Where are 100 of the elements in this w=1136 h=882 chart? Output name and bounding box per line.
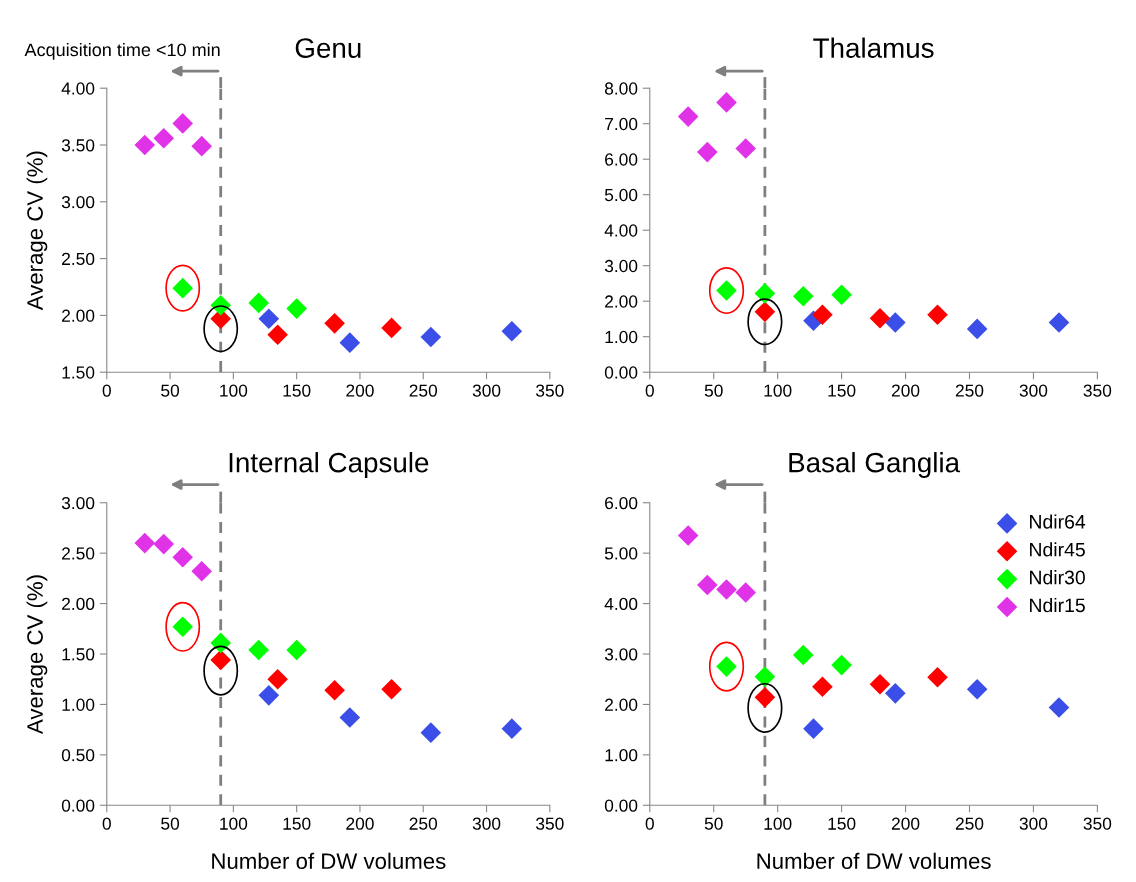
point [339,332,361,353]
x-tick-label: 350 [1083,384,1112,397]
point [716,92,737,113]
point [754,283,776,304]
y-tick-label: 5.00 [604,547,638,560]
x-tick-label: 300 [472,817,501,830]
y-tick-label: 3.50 [61,139,95,152]
x-tick-label: 50 [704,817,723,830]
x-axis-title: Number of DW volumes [212,852,446,870]
x-tick-label: 150 [283,817,311,830]
y-axis-title: Average CV (%) [26,575,48,735]
point [803,718,824,739]
point [381,317,402,339]
y-tick-label: 0.00 [604,799,638,812]
point [339,707,361,728]
point [191,561,213,582]
x-tick-label: 100 [220,817,248,830]
point [286,298,307,319]
point [697,574,718,596]
point [792,285,814,307]
y-tick-label: 6.00 [605,496,638,510]
x-tick-label: 200 [891,817,920,830]
x-tick-label: 350 [536,384,564,397]
point [1048,697,1070,718]
y-tick-label: 4.00 [604,224,638,237]
y-tick-label: 7.00 [605,117,638,131]
x-tick-label: 100 [220,384,248,397]
x-tick-label: 300 [472,384,501,397]
y-tick-label: 2.00 [62,597,95,611]
point [324,680,345,701]
y-tick-label: 0.00 [604,366,638,379]
y-tick-label: 3.00 [61,496,95,510]
point [869,673,891,695]
point [324,313,345,334]
point [966,679,988,700]
point [735,138,756,159]
y-tick-label: 4.00 [61,82,95,95]
y-tick-label: 3.00 [604,648,638,661]
point [172,546,194,568]
legend-label: Ndir64 [1030,514,1086,529]
point [501,321,523,342]
x-tick-label: 0 [102,384,111,397]
point [153,533,175,555]
y-tick-label: 1.00 [62,698,95,711]
point [134,532,156,554]
point [697,141,718,163]
y-tick-label: 3.00 [604,259,638,273]
x-tick-label: 300 [1019,384,1048,397]
y-tick-label: 1.50 [62,366,95,379]
chart-title: Internal Capsule [229,452,429,478]
y-tick-label: 2.00 [605,295,638,308]
point [248,639,269,661]
y-tick-label: 2.00 [62,309,95,322]
x-tick-label: 100 [764,384,792,397]
x-tick-label: 50 [704,384,723,397]
point [812,304,833,325]
x-tick-label: 0 [102,817,111,830]
point [258,685,280,706]
x-tick-label: 150 [828,817,856,830]
chart-title: Genu [295,38,361,58]
chart-title: Thalamus [813,37,934,58]
point [210,632,232,654]
y-tick-label: 2.50 [62,252,95,266]
x-tick-label: 50 [161,384,180,397]
y-tick-label: 6.00 [605,153,638,166]
point [735,582,756,603]
y-tick-label: 0.00 [61,799,95,812]
point [792,644,814,666]
point [501,718,523,739]
x-tick-label: 100 [764,817,792,830]
point [966,318,988,340]
x-tick-label: 150 [828,384,856,397]
chart-title: Basal Ganglia [789,452,961,478]
point [716,579,737,600]
x-tick-label: 300 [1019,817,1048,830]
point [286,639,307,661]
point [258,308,280,330]
y-tick-label: 5.00 [604,188,638,202]
point [1048,312,1070,333]
point [927,666,948,688]
legend-label: Ndir45 [1030,542,1085,557]
point [754,666,776,687]
point [267,668,288,690]
point [831,284,852,306]
x-tick-label: 200 [346,384,374,397]
x-tick-label: 0 [645,384,654,397]
point [267,324,288,346]
x-tick-label: 350 [536,817,564,830]
y-tick-label: 2.00 [605,698,638,711]
x-tick-label: 250 [409,817,438,830]
legend-label: Ndir30 [1030,570,1085,585]
x-tick-label: 200 [346,817,374,830]
x-tick-label: 250 [409,384,438,397]
y-tick-label: 0.50 [61,749,95,762]
x-tick-label: 250 [955,384,984,397]
x-axis-title: Number of DW volumes [757,852,991,870]
legend-label: Ndir15 [1030,597,1085,613]
point [869,307,891,329]
y-tick-label: 1.00 [605,749,638,762]
point [420,722,442,743]
